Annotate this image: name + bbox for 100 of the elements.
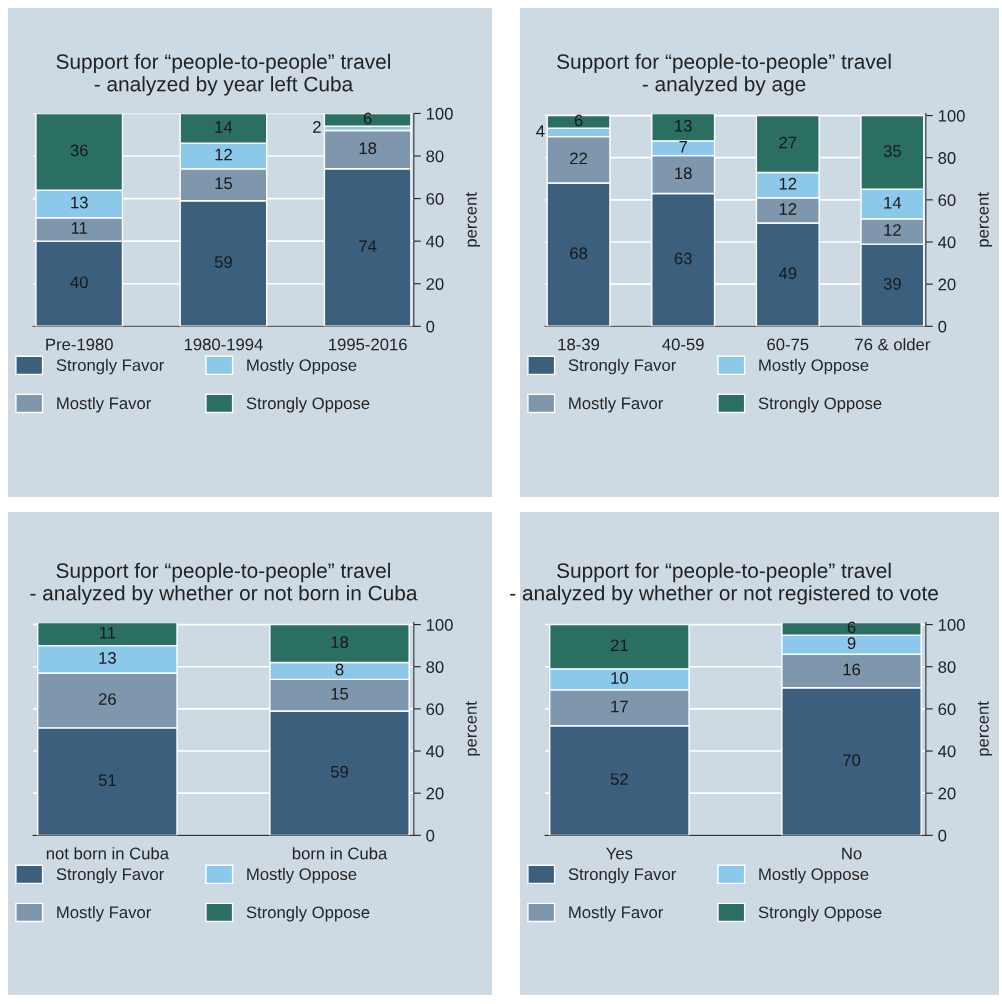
x-tick-label: Pre-1980 [46,338,113,351]
legend-label: Strongly Favor [568,867,677,884]
data-label: 9 [847,637,856,650]
chart-title: Support for “people-to-people” travel [56,53,390,74]
y-tick-label: 0 [938,320,947,333]
y-tick-label: 40 [426,745,444,758]
y-tick-label: 60 [938,194,956,207]
y-axis-title: percent [977,192,993,247]
data-label: 11 [71,222,88,234]
y-tick-label: 40 [426,235,444,248]
y-axis-title: percent [465,192,481,247]
legend-label: Mostly Oppose [759,867,869,884]
data-label: 52 [610,773,628,786]
chart-subtitle: - analyzed by age [642,76,806,96]
y-tick-label: 80 [426,150,444,163]
data-label: 12 [779,177,797,190]
chart-title: Support for “people-to-people” travel [557,53,891,74]
data-label: 51 [98,774,116,787]
legend-label: Mostly Oppose [247,358,357,375]
y-tick-label: 20 [426,278,444,290]
data-label: 40 [70,276,88,289]
y-tick-label: 80 [938,152,956,164]
data-label: 59 [330,765,349,778]
data-label: 4 [536,125,545,137]
data-label: 36 [70,144,88,157]
y-tick-label: 100 [938,109,965,122]
data-label: 2 [313,121,321,133]
y-tick-label: 60 [426,192,444,205]
bar [323,113,412,127]
data-label: 12 [884,224,901,236]
data-label: 26 [98,693,116,705]
data-label: 14 [884,196,902,209]
legend-label: Mostly Oppose [759,358,869,375]
x-tick-label: 1980-1994 [184,338,263,351]
legend-label: Mostly Oppose [247,867,357,884]
y-tick-label: 100 [426,618,453,631]
data-label: 22 [570,152,587,165]
y-tick-label: 20 [938,787,956,800]
y-tick-label: 20 [938,278,956,291]
chart-subtitle: - analyzed by whether or not born in Cuba [30,585,418,605]
data-label: 16 [843,663,861,676]
data-label: 8 [335,663,344,676]
x-tick-label: No [842,847,862,860]
data-label: 18 [359,142,377,155]
data-label: 18 [675,167,692,180]
data-label: 6 [847,621,856,634]
data-label: 39 [883,277,901,290]
data-label: 49 [778,267,797,280]
y-tick-label: 0 [426,320,435,333]
data-label: 13 [675,119,692,132]
y-tick-label: 60 [938,703,956,716]
data-label: 15 [331,688,349,700]
data-label: 6 [363,112,372,125]
y-axis-title: percent [977,701,993,756]
chart-subtitle: - analyzed by whether or not registered to vote [510,585,938,605]
data-label: 11 [99,626,116,639]
data-label: 12 [215,148,232,161]
data-label: 13 [99,652,116,664]
legend-label: Mostly Favor [569,905,664,922]
data-label: 14 [215,121,233,133]
data-label: 35 [883,145,901,157]
data-label: 18 [331,636,349,649]
y-tick-label: 60 [426,703,444,716]
data-label: 12 [779,203,797,215]
data-label: 6 [574,114,583,127]
x-tick-label: 60-75 [767,338,809,351]
x-tick-label: 76 & older [855,338,931,351]
legend-label: Strongly Oppose [758,396,882,413]
x-tick-label: 40-59 [662,338,704,351]
y-tick-label: 40 [938,745,956,758]
y-tick-label: 80 [938,661,956,673]
data-label: 17 [611,700,628,713]
data-label: 68 [570,247,588,260]
y-tick-label: 0 [426,829,435,842]
x-tick-label: 18-39 [558,338,600,351]
legend-label: Strongly Oppose [758,905,882,922]
legend-label: Mostly Favor [57,396,152,413]
data-label: 7 [679,141,687,153]
data-label: 21 [610,639,628,652]
y-tick-label: 0 [938,829,947,842]
y-tick-label: 20 [426,787,444,800]
y-axis-title: percent [465,701,481,756]
chart-title: Support for “people-to-people” travel [557,562,891,583]
x-tick-label: 1995-2016 [329,338,407,351]
legend-label: Mostly Favor [57,905,152,922]
legend-label: Strongly Oppose [246,396,370,413]
data-label: 10 [611,672,628,684]
legend-label: Strongly Favor [56,867,164,884]
legend-label: Strongly Favor [568,358,677,375]
data-label: 27 [779,136,797,149]
legend-label: Strongly Oppose [246,905,370,922]
legend-label: Mostly Favor [569,396,664,413]
x-tick-label: not born in Cuba [46,847,169,860]
legend-label: Strongly Favor [56,358,164,375]
data-label: 70 [843,754,861,767]
data-label: 74 [359,240,377,252]
data-label: 15 [215,177,233,190]
data-label: 13 [71,196,88,209]
chart-subtitle: - analyzed by year left Cuba [94,76,354,96]
y-tick-label: 100 [426,107,453,120]
